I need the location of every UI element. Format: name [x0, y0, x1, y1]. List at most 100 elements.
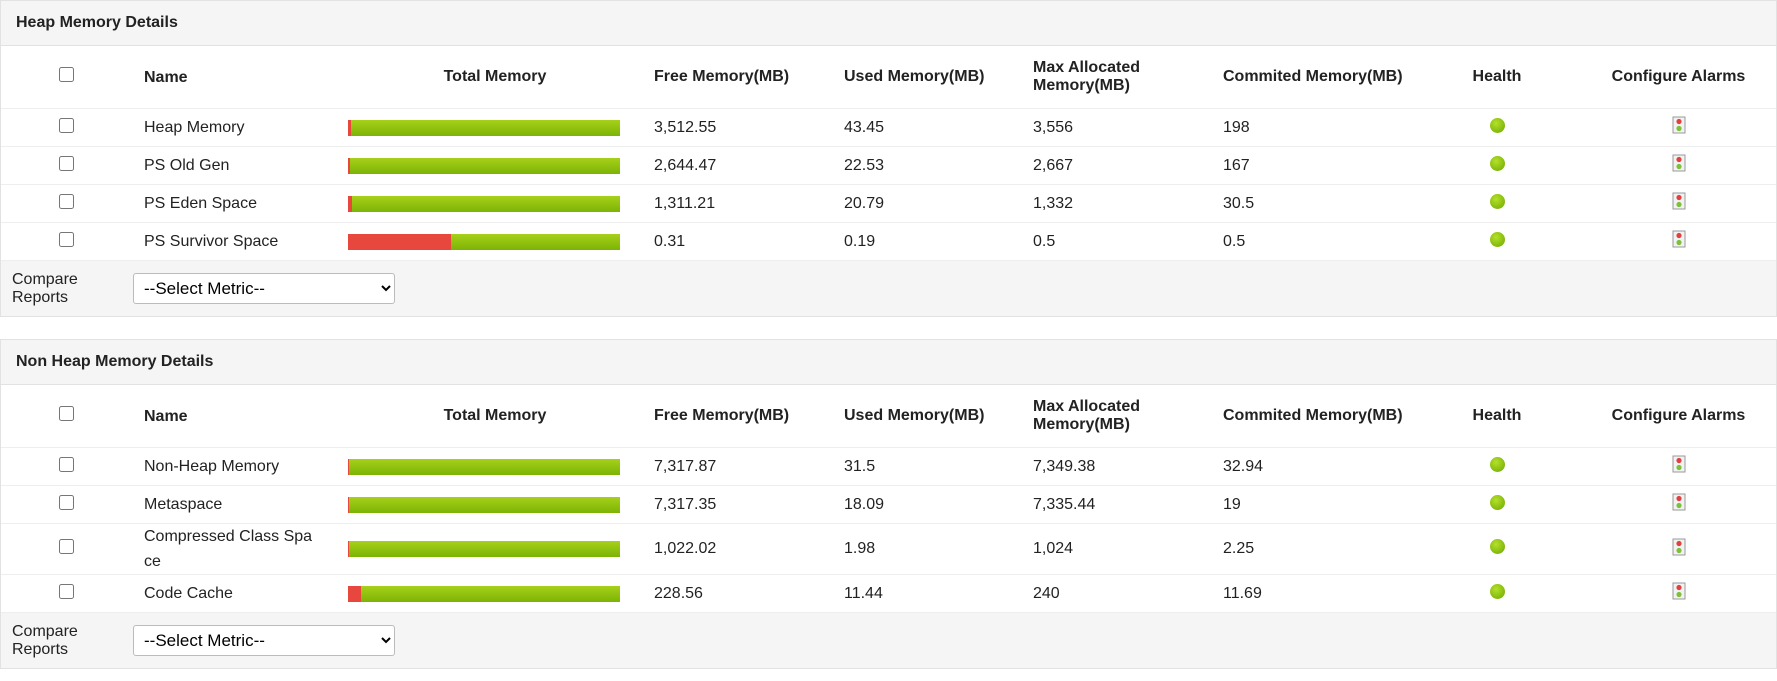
- column-header: Configure Alarms: [1581, 46, 1776, 109]
- select-all-checkbox[interactable]: [58, 67, 74, 82]
- used-segment: [348, 157, 351, 174]
- used-memory: 43.45: [844, 108, 1033, 147]
- free-memory: 1,022.02: [654, 523, 844, 575]
- memory-table: Name Total Memory Free Memory(MB) Used Memo…: [1, 46, 1776, 261]
- column-header: Max Allocated Memory(MB): [1033, 385, 1223, 448]
- data-row: Heap Memory 3,512.55 43.45 3,556 198: [1, 108, 1776, 147]
- data-row: PS Eden Space 1,311.21 20.79 1,332 30.5: [1, 184, 1776, 223]
- free-memory: 7,317.87: [654, 447, 844, 486]
- alarm-cell: [1581, 574, 1776, 613]
- total-memory-cell: [336, 574, 654, 613]
- health-cell: [1413, 574, 1581, 613]
- health-indicator: [1489, 583, 1505, 599]
- free-segment: [348, 496, 620, 513]
- free-memory: 1,311.21: [654, 184, 844, 223]
- health-cell: [1413, 447, 1581, 486]
- configure-alarm-icon[interactable]: [1672, 582, 1686, 604]
- configure-alarm-icon[interactable]: [1672, 192, 1686, 214]
- panel: Non Heap Memory Details Name Total Memory F…: [0, 339, 1777, 669]
- configure-alarm-icon[interactable]: [1672, 230, 1686, 252]
- row-checkbox[interactable]: [58, 539, 74, 554]
- memory-bar: [348, 541, 620, 557]
- total-memory-cell: [336, 146, 654, 185]
- free-segment: [360, 585, 620, 602]
- column-header: Commited Memory(MB): [1223, 385, 1413, 448]
- row-checkbox[interactable]: [58, 231, 74, 247]
- used-memory: 1.98: [844, 523, 1033, 575]
- used-segment: [348, 585, 361, 602]
- panel: Heap Memory Details Name Total Memory Free …: [0, 0, 1777, 317]
- panel-title: Heap Memory Details: [1, 1, 1776, 46]
- max-memory: 2,667: [1033, 146, 1223, 185]
- committed-memory: 167: [1223, 146, 1413, 185]
- row-name: Code Cache: [131, 574, 336, 613]
- health-indicator: [1489, 231, 1505, 247]
- data-row: Compressed Class Space 1,022.02 1.98 1,024 2…: [1, 523, 1776, 575]
- compare-reports: Compare Reports --Select Metric--: [1, 261, 1776, 316]
- total-memory-cell: [336, 523, 654, 575]
- compare-label: Compare Reports: [12, 622, 78, 658]
- row-name: Heap Memory: [131, 108, 336, 147]
- alarm-cell: [1581, 184, 1776, 223]
- select-all-cell: [1, 46, 131, 109]
- total-memory-cell: [336, 447, 654, 486]
- row-checkbox[interactable]: [58, 494, 74, 510]
- free-segment: [350, 157, 620, 174]
- select-all-checkbox[interactable]: [58, 406, 74, 421]
- column-header: Max Allocated Memory(MB): [1033, 46, 1223, 109]
- committed-memory: 198: [1223, 108, 1413, 147]
- alarm-cell: [1581, 447, 1776, 486]
- row-checkbox[interactable]: [58, 155, 74, 171]
- configure-alarm-icon[interactable]: [1672, 154, 1686, 176]
- row-name: Non-Heap Memory: [131, 447, 336, 486]
- used-memory: 11.44: [844, 574, 1033, 613]
- configure-alarm-icon[interactable]: [1672, 493, 1686, 515]
- column-header: Name: [131, 385, 336, 448]
- memory-bar: [348, 119, 620, 136]
- header-row: Name Total Memory Free Memory(MB) Used Memo…: [1, 385, 1776, 448]
- used-memory: 20.79: [844, 184, 1033, 223]
- panel-title: Non Heap Memory Details: [1, 340, 1776, 385]
- row-name: PS Survivor Space: [131, 222, 336, 261]
- used-segment: [348, 195, 353, 212]
- compare-reports: Compare Reports --Select Metric--: [1, 613, 1776, 668]
- used-memory: 18.09: [844, 485, 1033, 524]
- free-segment: [351, 119, 620, 136]
- configure-alarm-icon[interactable]: [1672, 116, 1686, 138]
- free-memory: 2,644.47: [654, 146, 844, 185]
- row-checkbox[interactable]: [58, 583, 74, 599]
- max-memory: 0.5: [1033, 222, 1223, 261]
- health-indicator: [1489, 494, 1505, 510]
- configure-alarm-icon[interactable]: [1672, 538, 1686, 560]
- memory-bar: [348, 195, 620, 212]
- max-memory: 3,556: [1033, 108, 1223, 147]
- memory-table: Name Total Memory Free Memory(MB) Used Memo…: [1, 385, 1776, 613]
- row-name: Compressed Class Space: [131, 523, 336, 575]
- free-segment: [451, 233, 620, 250]
- health-cell: [1413, 108, 1581, 147]
- used-segment: [348, 541, 349, 557]
- health-cell: [1413, 222, 1581, 261]
- checkbox-cell: [1, 222, 131, 261]
- health-indicator: [1489, 539, 1505, 554]
- free-memory: 228.56: [654, 574, 844, 613]
- checkbox-cell: [1, 485, 131, 524]
- row-checkbox[interactable]: [58, 193, 74, 209]
- row-checkbox[interactable]: [58, 456, 74, 472]
- used-segment: [348, 119, 352, 136]
- health-cell: [1413, 523, 1581, 575]
- metric-select[interactable]: --Select Metric--: [133, 273, 395, 304]
- max-memory: 240: [1033, 574, 1223, 613]
- column-header: Free Memory(MB): [654, 46, 844, 109]
- data-row: Code Cache 228.56 11.44 240 11.69: [1, 574, 1776, 613]
- row-checkbox[interactable]: [58, 117, 74, 133]
- configure-alarm-icon[interactable]: [1672, 455, 1686, 477]
- metric-select[interactable]: --Select Metric--: [133, 625, 395, 656]
- checkbox-cell: [1, 574, 131, 613]
- memory-bar: [348, 233, 620, 250]
- row-name: PS Eden Space: [131, 184, 336, 223]
- total-memory-cell: [336, 108, 654, 147]
- committed-memory: 32.94: [1223, 447, 1413, 486]
- health-cell: [1413, 485, 1581, 524]
